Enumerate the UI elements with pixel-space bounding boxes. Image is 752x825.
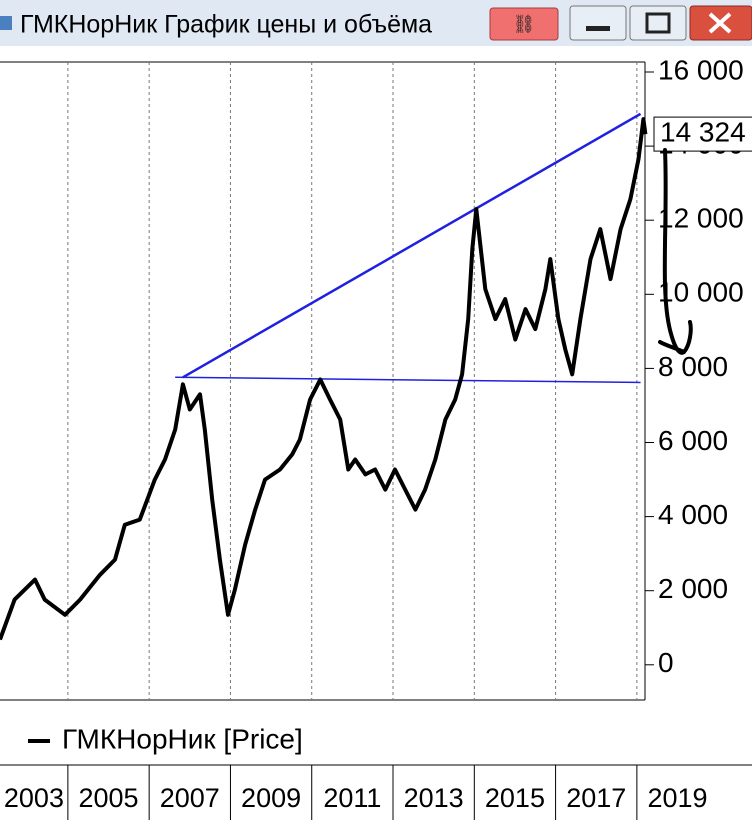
close-icon [708, 12, 732, 34]
y-tick-label: 0 [658, 647, 674, 678]
window-title: ГМКНорНик График цены и объёма [20, 11, 432, 39]
link-button[interactable] [489, 7, 559, 41]
last-value-box [653, 116, 752, 152]
price-line [0, 117, 648, 641]
x-tick-label: 2003 [4, 783, 64, 813]
y-tick-label: 12 000 [658, 203, 744, 234]
x-tick-label: 2013 [404, 783, 464, 813]
window-icon [0, 16, 12, 30]
x-tick-label: 2019 [647, 783, 707, 813]
x-tick-label: 2007 [160, 783, 220, 813]
last-value-label: 14 324 [660, 116, 746, 147]
legend-label: ГМКНорНик [Price] [62, 723, 303, 754]
y-tick-label: 2 000 [658, 573, 728, 604]
link-icon: ⛓ [513, 14, 536, 34]
hand-drawn-arrow [658, 148, 693, 355]
x-tick-label: 2011 [323, 783, 381, 813]
x-tick-label: 2017 [566, 783, 626, 813]
trend-line [175, 376, 641, 384]
x-tick-label: 2005 [78, 783, 138, 813]
title-bar [0, 0, 752, 46]
minimize-button[interactable] [569, 5, 627, 41]
y-tick-label: 16 000 [658, 54, 744, 85]
y-tick-label: 6 000 [658, 425, 728, 456]
maximize-button[interactable] [629, 5, 687, 41]
y-tick-label: 8 000 [658, 351, 728, 382]
y-tick-label: 10 000 [658, 277, 744, 308]
y-tick-label: 4 000 [658, 499, 728, 530]
x-tick-label: 2015 [485, 783, 545, 813]
maximize-icon [645, 12, 671, 34]
trend-line [182, 112, 642, 379]
x-tick-label: 2009 [241, 783, 301, 813]
chart-background [0, 46, 752, 820]
minimize-icon [586, 26, 610, 31]
